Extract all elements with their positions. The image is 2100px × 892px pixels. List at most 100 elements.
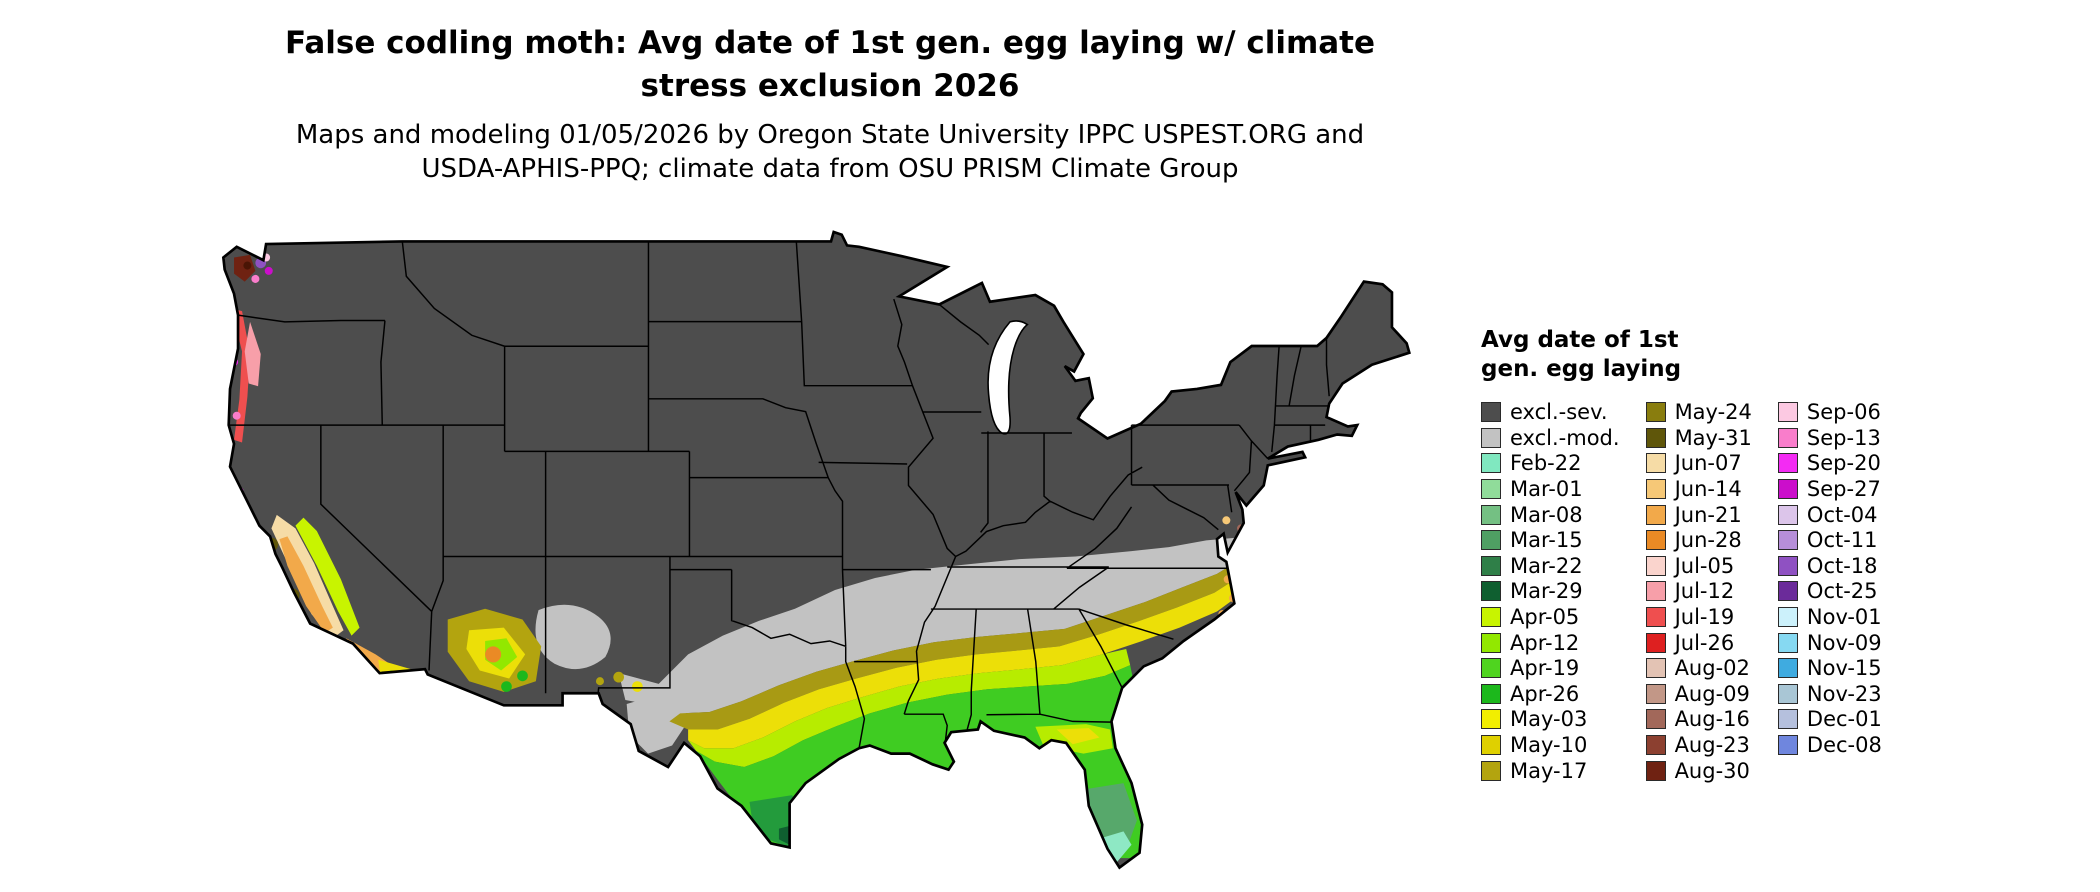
legend-swatch xyxy=(1777,479,1798,500)
legend-entry: Oct-18 xyxy=(1777,553,1882,579)
legend-entry: May-03 xyxy=(1481,707,1620,733)
legend-swatch xyxy=(1481,709,1501,730)
legend-entry: Apr-19 xyxy=(1481,655,1620,681)
legend-swatch xyxy=(1645,735,1666,756)
legend-entry: Apr-05 xyxy=(1481,604,1620,630)
legend-swatch xyxy=(1777,683,1798,704)
legend-entry: Dec-08 xyxy=(1777,732,1882,758)
legend-swatch xyxy=(1645,607,1666,628)
legend-label: Aug-30 xyxy=(1674,758,1750,783)
legend-label: Jun-28 xyxy=(1674,528,1742,553)
legend-label: May-10 xyxy=(1510,733,1588,758)
legend-entry: Jul-12 xyxy=(1645,579,1752,605)
page-title: False codling moth: Avg date of 1st gen.… xyxy=(130,22,1530,108)
legend-label: Jul-05 xyxy=(1674,553,1735,578)
legend-label: Jul-26 xyxy=(1674,630,1735,655)
legend-swatch xyxy=(1645,683,1666,704)
legend-entry: Sep-13 xyxy=(1777,425,1882,451)
legend-title-line1: Avg date of 1st xyxy=(1481,327,1679,353)
legend-swatch xyxy=(1645,479,1666,500)
legend-entry: Apr-26 xyxy=(1481,681,1620,707)
legend-entry: Jun-14 xyxy=(1645,476,1752,502)
legend-swatch xyxy=(1481,658,1501,679)
legend-swatch xyxy=(1481,555,1501,576)
legend-swatch xyxy=(1481,607,1501,628)
legend-label: May-03 xyxy=(1510,707,1588,732)
lake-michigan xyxy=(987,320,1029,435)
legend-entry: Sep-06 xyxy=(1777,400,1882,426)
legend: Avg date of 1st gen. egg laying excl.-se… xyxy=(1481,326,1882,783)
title-line2: stress exclusion 2026 xyxy=(640,67,1020,104)
legend-swatch xyxy=(1481,530,1501,551)
legend-label: Oct-18 xyxy=(1806,553,1878,578)
legend-swatch xyxy=(1777,658,1798,679)
legend-entry: Mar-22 xyxy=(1481,553,1620,579)
legend-swatch xyxy=(1777,632,1798,653)
legend-label: excl.-sev. xyxy=(1510,400,1608,425)
legend-swatch xyxy=(1777,735,1798,756)
legend-swatch xyxy=(1777,607,1798,628)
legend-entry: Mar-29 xyxy=(1481,579,1620,605)
legend-entry: Apr-12 xyxy=(1481,630,1620,656)
legend-entry: Mar-15 xyxy=(1481,527,1620,553)
legend-swatch xyxy=(1645,709,1666,730)
legend-label: Aug-09 xyxy=(1674,681,1750,706)
legend-swatch xyxy=(1481,402,1501,423)
legend-swatch xyxy=(1645,658,1666,679)
legend-entry: Jul-26 xyxy=(1645,630,1752,656)
legend-entry: Sep-27 xyxy=(1777,476,1882,502)
legend-entry: Jun-21 xyxy=(1645,502,1752,528)
legend-entry: Nov-15 xyxy=(1777,655,1882,681)
legend-title-line2: gen. egg laying xyxy=(1481,355,1682,382)
legend-swatch xyxy=(1481,632,1501,653)
legend-entry: Nov-23 xyxy=(1777,681,1882,707)
legend-label: Dec-01 xyxy=(1806,707,1882,732)
legend-entry: May-10 xyxy=(1481,732,1620,758)
legend-swatch xyxy=(1481,581,1501,602)
legend-entry: Oct-11 xyxy=(1777,527,1882,553)
legend-entry: May-17 xyxy=(1481,758,1620,784)
legend-label: Jun-07 xyxy=(1674,451,1742,476)
legend-label: Aug-16 xyxy=(1674,707,1750,732)
legend-swatch xyxy=(1777,530,1798,551)
legend-entry: Jul-19 xyxy=(1645,604,1752,630)
legend-label: Aug-23 xyxy=(1674,733,1750,758)
legend-entry: Oct-25 xyxy=(1777,579,1882,605)
legend-label: Dec-08 xyxy=(1806,733,1882,758)
subtitle-line2: USDA-APHIS-PPQ; climate data from OSU PR… xyxy=(421,154,1239,185)
legend-label: Apr-05 xyxy=(1510,605,1580,630)
legend-label: Mar-01 xyxy=(1510,477,1583,502)
legend-label: Mar-08 xyxy=(1510,502,1583,527)
legend-swatch xyxy=(1645,402,1666,423)
legend-entry: Jun-28 xyxy=(1645,527,1752,553)
legend-label: Sep-20 xyxy=(1806,451,1881,476)
us-map-container xyxy=(218,228,1420,885)
legend-swatch xyxy=(1645,453,1666,474)
legend-swatch xyxy=(1481,427,1501,448)
legend-label: Sep-13 xyxy=(1806,425,1881,450)
legend-entry: Nov-01 xyxy=(1777,604,1882,630)
legend-label: Oct-25 xyxy=(1806,579,1878,604)
legend-label: Jun-21 xyxy=(1674,502,1742,527)
legend-swatch xyxy=(1777,402,1798,423)
legend-label: Nov-23 xyxy=(1806,681,1882,706)
legend-label: Apr-19 xyxy=(1510,656,1580,681)
legend-swatch xyxy=(1481,453,1501,474)
legend-label: Jul-19 xyxy=(1674,605,1735,630)
legend-entry: Jun-07 xyxy=(1645,451,1752,477)
legend-entry: Mar-08 xyxy=(1481,502,1620,528)
legend-column: excl.-sev. excl.-mod. Feb-22 Mar-01 Mar-08 Ma… xyxy=(1481,400,1620,784)
legend-swatch xyxy=(1777,555,1798,576)
legend-entry: excl.-sev. xyxy=(1481,400,1620,426)
title-line1: False codling moth: Avg date of 1st gen.… xyxy=(284,25,1376,61)
legend-label: Oct-04 xyxy=(1806,502,1878,527)
legend-swatch xyxy=(1777,453,1798,474)
legend-column: May-24 May-31 Jun-07 Jun-14 Jun-21 Jun-28 Jul-… xyxy=(1645,400,1752,784)
legend-entry: Feb-22 xyxy=(1481,451,1620,477)
legend-label: Apr-26 xyxy=(1510,681,1580,706)
legend-swatch xyxy=(1777,504,1798,525)
legend-swatch xyxy=(1777,427,1798,448)
us-map xyxy=(222,230,1411,869)
legend-entry: Mar-01 xyxy=(1481,476,1620,502)
